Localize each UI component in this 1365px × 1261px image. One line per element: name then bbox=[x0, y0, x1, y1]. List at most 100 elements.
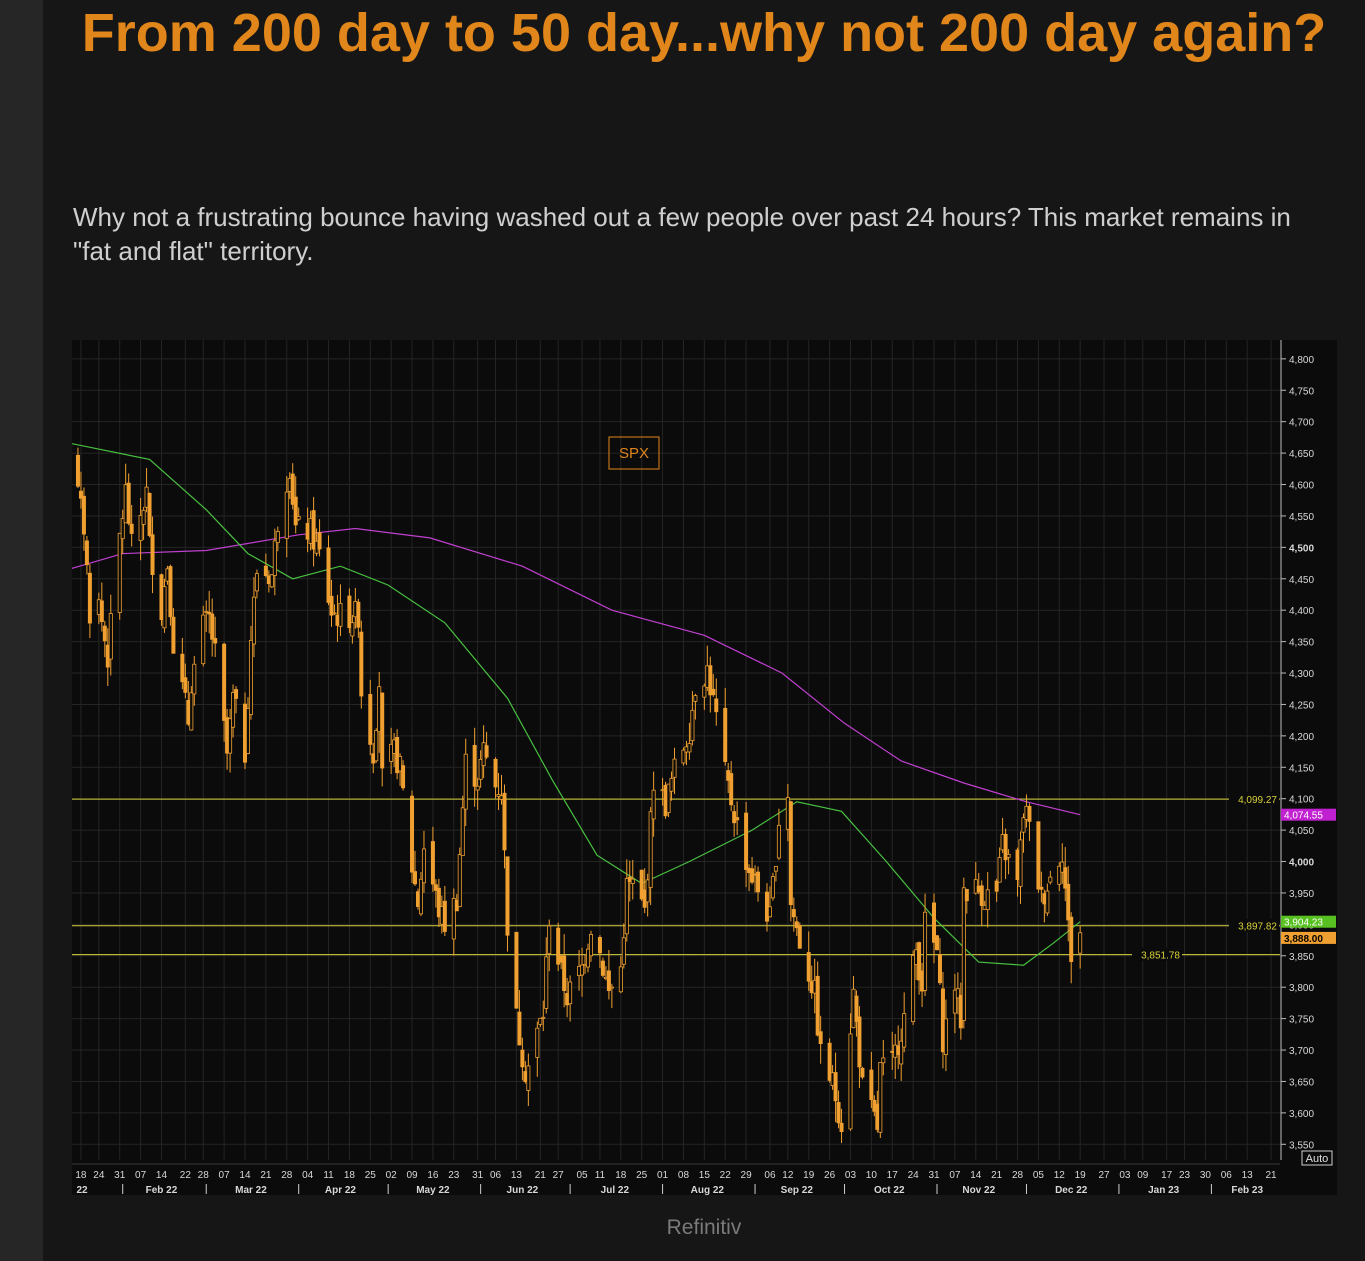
candle-body bbox=[433, 884, 438, 891]
candle-body bbox=[860, 1067, 865, 1078]
x-month-label: Feb 22 bbox=[146, 1185, 178, 1195]
candle-body bbox=[1039, 886, 1044, 890]
grid-lines bbox=[72, 340, 1280, 1160]
candle-body bbox=[460, 807, 465, 857]
x-day-label: 04 bbox=[302, 1170, 314, 1181]
x-day-label: 12 bbox=[782, 1170, 794, 1181]
candle-body bbox=[478, 758, 483, 780]
candle-body bbox=[994, 880, 999, 892]
candle-body bbox=[421, 848, 426, 884]
x-day-label: 18 bbox=[75, 1170, 87, 1181]
candle-body bbox=[854, 995, 859, 1022]
x-day-label: 26 bbox=[824, 1170, 836, 1181]
candle-body bbox=[329, 595, 334, 616]
candle-body bbox=[869, 1069, 874, 1100]
candle-body bbox=[120, 517, 125, 540]
candle-body bbox=[806, 952, 811, 982]
y-tick-label: 3,950 bbox=[1289, 889, 1314, 900]
candle-body bbox=[350, 622, 355, 637]
candle-body bbox=[788, 801, 793, 906]
y-tick-label: 4,450 bbox=[1289, 575, 1314, 586]
candle-body bbox=[1048, 876, 1053, 883]
level-label: 4,099.27 bbox=[1238, 795, 1277, 806]
x-day-label: 15 bbox=[699, 1170, 711, 1181]
y-tick-label: 4,600 bbox=[1289, 481, 1314, 492]
price-tag bbox=[1281, 808, 1336, 821]
candle-body bbox=[1066, 883, 1071, 921]
x-day-label: 03 bbox=[845, 1170, 857, 1181]
x-month-label: Dec 22 bbox=[1055, 1185, 1088, 1195]
candle-body bbox=[833, 1072, 838, 1102]
y-tick-label: 4,300 bbox=[1289, 669, 1314, 680]
legend-spx[interactable]: SPX bbox=[608, 436, 660, 470]
candle-body bbox=[952, 989, 957, 1014]
candle-body bbox=[201, 614, 206, 665]
candle-body bbox=[451, 898, 456, 940]
candle-body bbox=[848, 1033, 853, 1130]
candle-body bbox=[147, 492, 152, 536]
x-day-label: 24 bbox=[908, 1170, 920, 1181]
candle-body bbox=[535, 1027, 540, 1058]
y-tick-label: 4,700 bbox=[1289, 418, 1314, 429]
candle-body bbox=[326, 547, 331, 603]
x-day-label: 28 bbox=[198, 1170, 210, 1181]
x-day-label: 18 bbox=[344, 1170, 356, 1181]
x-day-label: 05 bbox=[1033, 1170, 1045, 1181]
y-tick-label: 3,850 bbox=[1289, 952, 1314, 963]
candle-body bbox=[600, 960, 605, 976]
y-tick-label: 4,150 bbox=[1289, 763, 1314, 774]
candle-body bbox=[961, 887, 966, 1021]
candle-body bbox=[338, 602, 343, 627]
x-day-label: 30 bbox=[1200, 1170, 1212, 1181]
candle-body bbox=[180, 653, 185, 683]
candle-body bbox=[645, 879, 650, 903]
candle-body bbox=[773, 866, 778, 872]
candle-body bbox=[457, 854, 462, 908]
x-day-label: 14 bbox=[156, 1170, 168, 1181]
level-label-bg bbox=[1132, 947, 1182, 961]
candle-body bbox=[213, 638, 218, 644]
candles-layer bbox=[75, 447, 1083, 1143]
x-day-label: 31 bbox=[928, 1170, 940, 1181]
candle-body bbox=[347, 595, 352, 628]
x-day-label: 28 bbox=[281, 1170, 293, 1181]
y-tick-label: 4,500 bbox=[1289, 543, 1314, 554]
candle-body bbox=[430, 841, 435, 885]
x-day-label: 02 bbox=[386, 1170, 398, 1181]
candle-body bbox=[681, 749, 686, 764]
x-day-label: 28 bbox=[1012, 1170, 1024, 1181]
candle-body bbox=[729, 773, 734, 806]
candle-body bbox=[359, 631, 364, 697]
candle-body bbox=[648, 811, 653, 888]
candle-body bbox=[597, 937, 602, 954]
x-day-label: 07 bbox=[135, 1170, 147, 1181]
candle-body bbox=[401, 765, 406, 789]
candle-body bbox=[234, 689, 239, 699]
candle-body bbox=[556, 927, 561, 965]
candle-body bbox=[254, 573, 259, 592]
auto-button[interactable]: Auto bbox=[1301, 1150, 1333, 1166]
candle-body bbox=[735, 817, 740, 821]
x-day-label: 25 bbox=[365, 1170, 377, 1181]
candle-body bbox=[651, 789, 656, 820]
candle-body bbox=[985, 889, 990, 911]
y-tick-label: 3,750 bbox=[1289, 1015, 1314, 1026]
left-rail bbox=[0, 0, 43, 1261]
candle-body bbox=[932, 902, 937, 943]
candle-body bbox=[797, 925, 802, 949]
candle-body bbox=[81, 495, 86, 535]
candle-body bbox=[1078, 932, 1083, 954]
candle-body bbox=[899, 1040, 904, 1065]
candle-body bbox=[839, 1122, 844, 1133]
candle-body bbox=[943, 1018, 948, 1056]
candle-body bbox=[639, 869, 644, 900]
candle-body bbox=[606, 970, 611, 991]
candle-body bbox=[794, 921, 799, 929]
candle-body bbox=[162, 586, 167, 629]
price-tag-label: 4,074.55 bbox=[1284, 811, 1323, 822]
x-month-label: Feb 23 bbox=[1231, 1185, 1263, 1195]
candle-body bbox=[129, 523, 134, 534]
candle-body bbox=[245, 708, 250, 754]
x-day-label: 23 bbox=[1179, 1170, 1191, 1181]
candle-body bbox=[818, 1031, 823, 1044]
